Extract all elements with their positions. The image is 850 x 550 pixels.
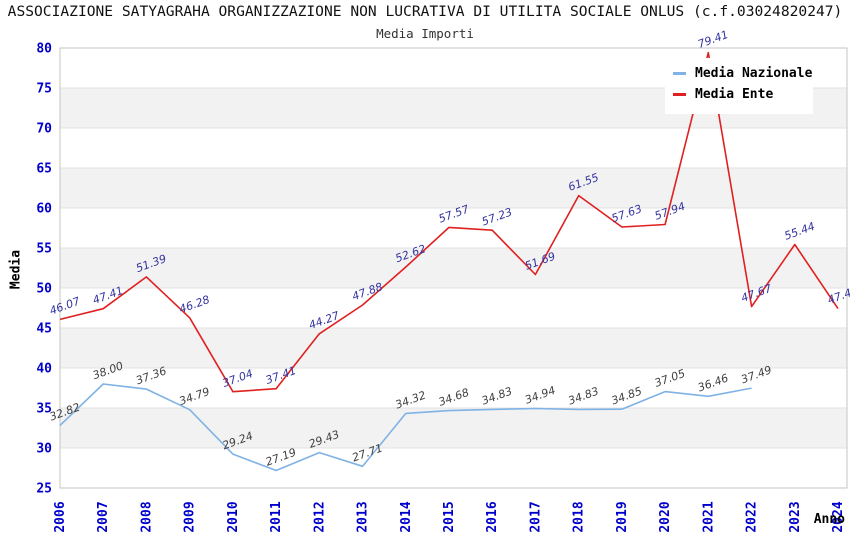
y-axis-title: Media	[8, 249, 24, 290]
legend-label: Media Nazionale	[695, 66, 813, 81]
x-tick-label: 2021	[701, 501, 716, 532]
data-point-label: 37.04	[221, 367, 255, 390]
y-tick-label: 65	[36, 162, 52, 177]
grid-band	[60, 248, 847, 288]
grid-band	[60, 168, 847, 208]
y-tick-label: 60	[36, 202, 52, 217]
legend-label: Media Ente	[695, 87, 774, 102]
data-point-label: 46.28	[177, 293, 211, 316]
data-point-label: 34.83	[480, 385, 514, 408]
data-point-label: 36.46	[696, 372, 730, 395]
x-tick-label: 2007	[96, 501, 111, 532]
series-line-media-nazionale	[59, 383, 752, 472]
x-tick-label: 2024	[831, 501, 846, 532]
y-tick-label: 75	[36, 82, 52, 97]
data-point-label: 37.05	[653, 367, 687, 390]
x-tick-label: 2017	[528, 501, 543, 532]
data-point-label: 57.23	[480, 205, 514, 228]
chart-title: ASSOCIAZIONE SATYAGRAHA ORGANIZZAZIONE N…	[7, 3, 843, 20]
y-tick-label: 45	[36, 322, 52, 337]
x-tick-label: 2012	[312, 501, 327, 532]
data-point-label: 46.07	[48, 295, 82, 318]
x-tick-label: 2014	[399, 501, 414, 532]
y-tick-label: 35	[36, 402, 52, 417]
x-tick-label: 2006	[53, 501, 68, 532]
y-tick-label: 50	[36, 282, 52, 297]
y-tick-label: 30	[36, 442, 52, 457]
x-tick-label: 2023	[788, 501, 803, 532]
chart-subtitle: Media Importi	[376, 26, 474, 41]
x-tick-label: 2018	[572, 501, 587, 532]
data-point-label: 55.44	[783, 220, 817, 243]
legend-entry-media-nazionale: Media Nazionale	[673, 66, 812, 81]
data-point-label: 34.83	[566, 385, 600, 408]
data-point-label: 34.68	[437, 386, 471, 409]
y-tick-label: 55	[36, 242, 52, 257]
x-tick-label: 2015	[442, 501, 457, 532]
grid-band	[60, 328, 847, 368]
y-tick-label: 70	[36, 122, 52, 137]
y-tick-label: 25	[36, 482, 52, 497]
data-point-label: 34.79	[177, 385, 211, 408]
data-point-label: 27.19	[264, 446, 298, 469]
x-axis-title: Anno	[813, 512, 845, 527]
x-tick-label: 2008	[139, 501, 154, 532]
data-point-label: 34.85	[610, 384, 644, 407]
x-tick-label: 2016	[485, 501, 500, 532]
legend-entry-media-ente: Media Ente	[673, 87, 805, 102]
x-tick-label: 2013	[356, 501, 371, 532]
x-tick-label: 2022	[745, 501, 760, 532]
grid-band	[60, 408, 847, 448]
series-line-media-ente	[59, 51, 839, 393]
y-tick-label: 40	[36, 362, 52, 377]
x-tick-label: 2009	[183, 501, 198, 532]
legend-line-swatch-red	[673, 93, 686, 96]
plot-border	[59, 47, 848, 489]
legend-line-swatch-blue	[673, 72, 686, 75]
legend: Media Nazionale Media Ente	[665, 58, 813, 114]
x-tick-label: 2011	[269, 501, 284, 532]
x-tick-label: 2019	[615, 501, 630, 532]
x-tick-label: 2010	[226, 501, 241, 532]
data-point-label: 79.41	[696, 28, 730, 51]
y-tick-label: 80	[36, 42, 52, 57]
data-point-label: 34.94	[523, 384, 557, 407]
x-tick-label: 2020	[658, 501, 673, 532]
